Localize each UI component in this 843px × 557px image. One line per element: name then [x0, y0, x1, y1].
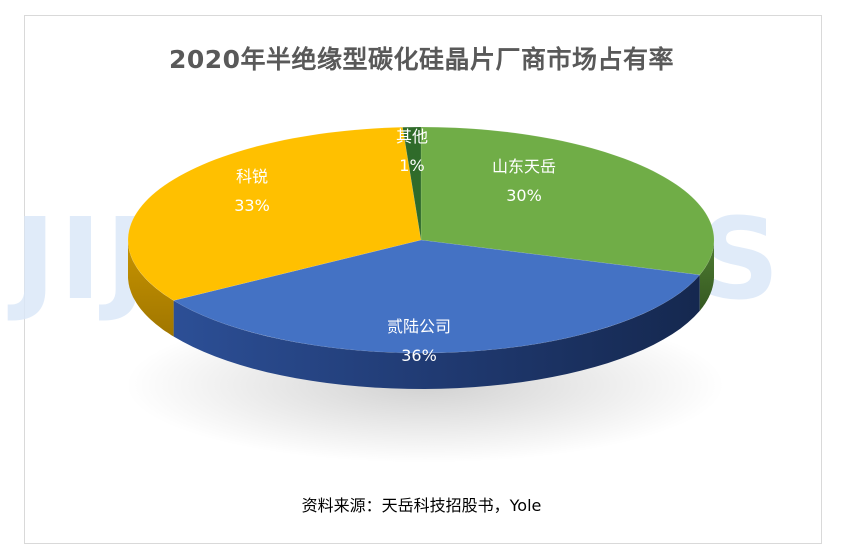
slice-value-label: 1% [399, 156, 424, 175]
pie-slice-其他 [402, 126, 422, 241]
pie-sides [128, 240, 714, 389]
chart-title: 2020年半绝缘型碳化硅晶片厂商市场占有率 [168, 45, 675, 74]
pie-labels: 山东天岳 30% 贰陆公司 36% 科锐 33% 其他 1% [234, 127, 556, 365]
slice-value-label: 33% [234, 196, 270, 215]
slice-name-label: 山东天岳 [492, 157, 556, 176]
source-note: 资料来源：天岳科技招股书，Yole [301, 496, 542, 515]
slice-name-label: 贰陆公司 [387, 317, 451, 336]
slice-value-label: 30% [506, 186, 542, 205]
slice-name-label: 其他 [396, 127, 428, 146]
pie-slice-科锐 [127, 126, 422, 301]
pie-slices [127, 126, 715, 354]
pie-side-贰陆公司 [173, 274, 700, 389]
slice-name-label: 科锐 [236, 167, 268, 186]
pie-slice-山东天岳 [420, 126, 715, 276]
pie-side-山东天岳 [699, 240, 714, 311]
pie-side-科锐 [128, 240, 174, 337]
pie-slice-贰陆公司 [172, 239, 701, 354]
slice-value-label: 36% [401, 346, 437, 365]
